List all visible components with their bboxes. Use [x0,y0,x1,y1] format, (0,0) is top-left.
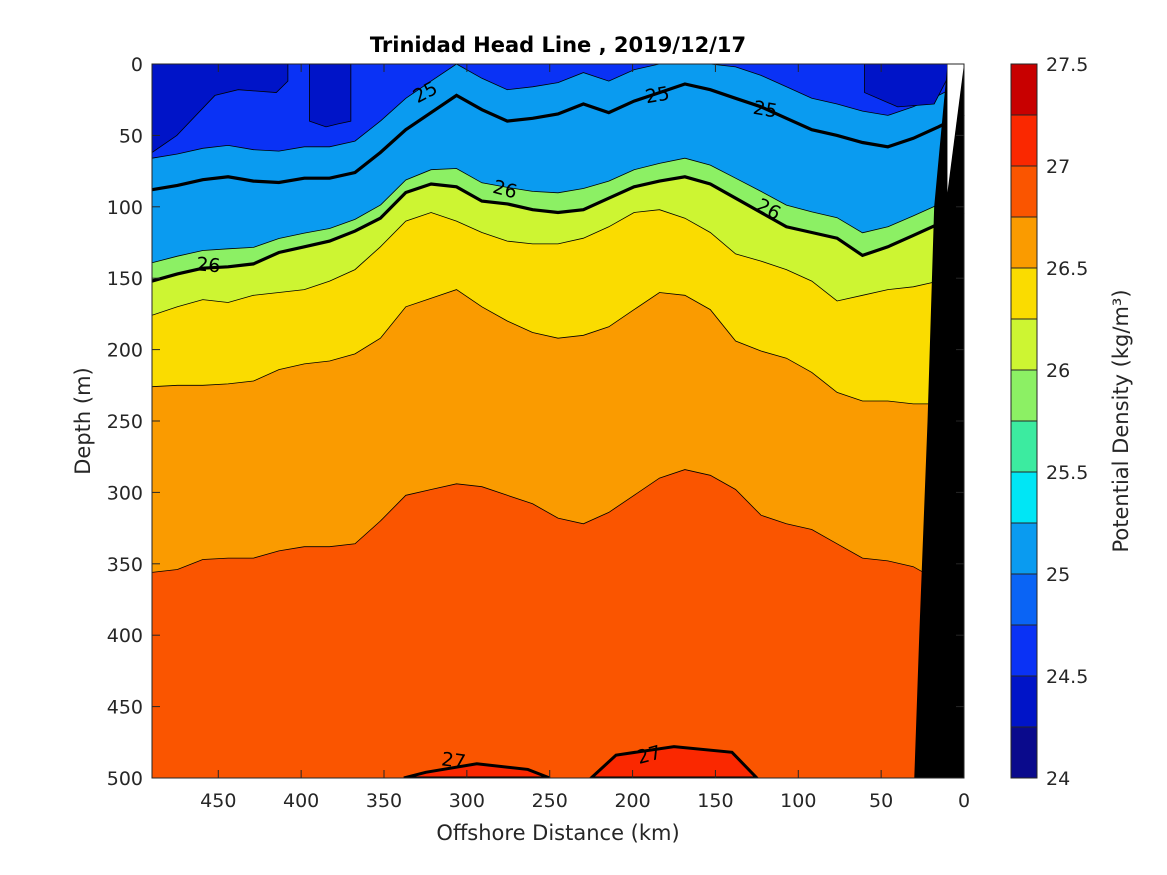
contour-label-25-c: 25 [751,97,779,123]
colorbar-tick-label-25.5: 25.5 [1046,462,1088,484]
bathymetry [914,64,964,778]
colorbar-swatch-26 [1011,319,1037,370]
colorbar-swatch-25 [1011,523,1037,574]
contour-label-25-b: 25 [644,82,672,108]
contour-26 [151,175,965,283]
x-tick-label-100: 100 [780,790,816,812]
colorbar-swatch-24.75 [1011,574,1037,625]
colorbar-swatch-25.5 [1011,421,1037,472]
colorbar-tick-label-26: 26 [1046,360,1070,382]
colorbar-swatch-27 [1011,115,1037,166]
colorbar-tick-label-25: 25 [1046,564,1070,586]
y-tick-label-250: 250 [107,411,143,433]
colorbar-swatch-24.5 [1011,625,1037,676]
x-tick-label-450: 450 [200,790,236,812]
x-tick-label-50: 50 [869,790,893,812]
colorbar-swatch-26.5 [1011,217,1037,268]
x-tick-label-0: 0 [958,790,970,812]
x-tick-label-200: 200 [614,790,650,812]
y-tick-label-50: 50 [119,125,143,147]
colorbar-tick-label-27: 27 [1046,156,1070,178]
no-data-wedge [947,64,964,193]
colorbar-swatch-24.25 [1011,676,1037,727]
y-tick-label-0: 0 [131,54,143,76]
contour-label-26-c: 26 [195,253,221,277]
colorbar-swatch-25.25 [1011,472,1037,523]
colorbar: 24 24.5 25 25.5 26 26.5 27 27.5 [1010,54,1088,790]
colorbar-swatch-27.25 [1011,64,1037,115]
density-band-24.5-24.75 [152,64,964,159]
colorbar-tick-label-26.5: 26.5 [1046,258,1088,280]
y-tick-label-100: 100 [107,197,143,219]
colorbar-tick-label-24.5: 24.5 [1046,666,1088,688]
colorbar-swatch-24 [1011,727,1037,778]
contour-fill-layer [152,64,964,778]
colorbar-swatch-25.75 [1011,370,1037,421]
y-axis-label: Depth (m) [71,367,95,474]
chart-title: Trinidad Head Line , 2019/12/17 [370,33,746,57]
colorbar-tick-label-27.5: 27.5 [1046,54,1088,76]
x-tick-label-350: 350 [366,790,402,812]
surface-patch-0 [152,64,289,154]
y-tick-label-400: 400 [107,625,143,647]
colorbar-swatch-26.25 [1011,268,1037,319]
surface-patch-1 [309,64,352,128]
x-tick-label-250: 250 [532,790,568,812]
colorbar-label: Potential Density (kg/m³) [1109,289,1133,552]
x-axis-label: Offshore Distance (km) [436,821,679,845]
contour-25 [151,82,965,192]
density-27-patch-0 [403,762,551,778]
y-tick-label-350: 350 [107,554,143,576]
y-tick-label-150: 150 [107,268,143,290]
colorbar-swatch-26.75 [1011,166,1037,217]
y-tick-label-450: 450 [107,697,143,719]
y-tick-label-200: 200 [107,340,143,362]
x-tick-label-300: 300 [449,790,485,812]
x-tick-label-150: 150 [697,790,733,812]
contour-label-27-a: 27 [440,748,467,773]
axis-layer: 450 400 350 300 250 200 150 100 50 00501001502002… [107,54,970,812]
y-tick-label-500: 500 [107,768,143,790]
y-tick-label-300: 300 [107,482,143,504]
x-tick-label-400: 400 [283,790,319,812]
colorbar-tick-label-24: 24 [1046,768,1070,790]
